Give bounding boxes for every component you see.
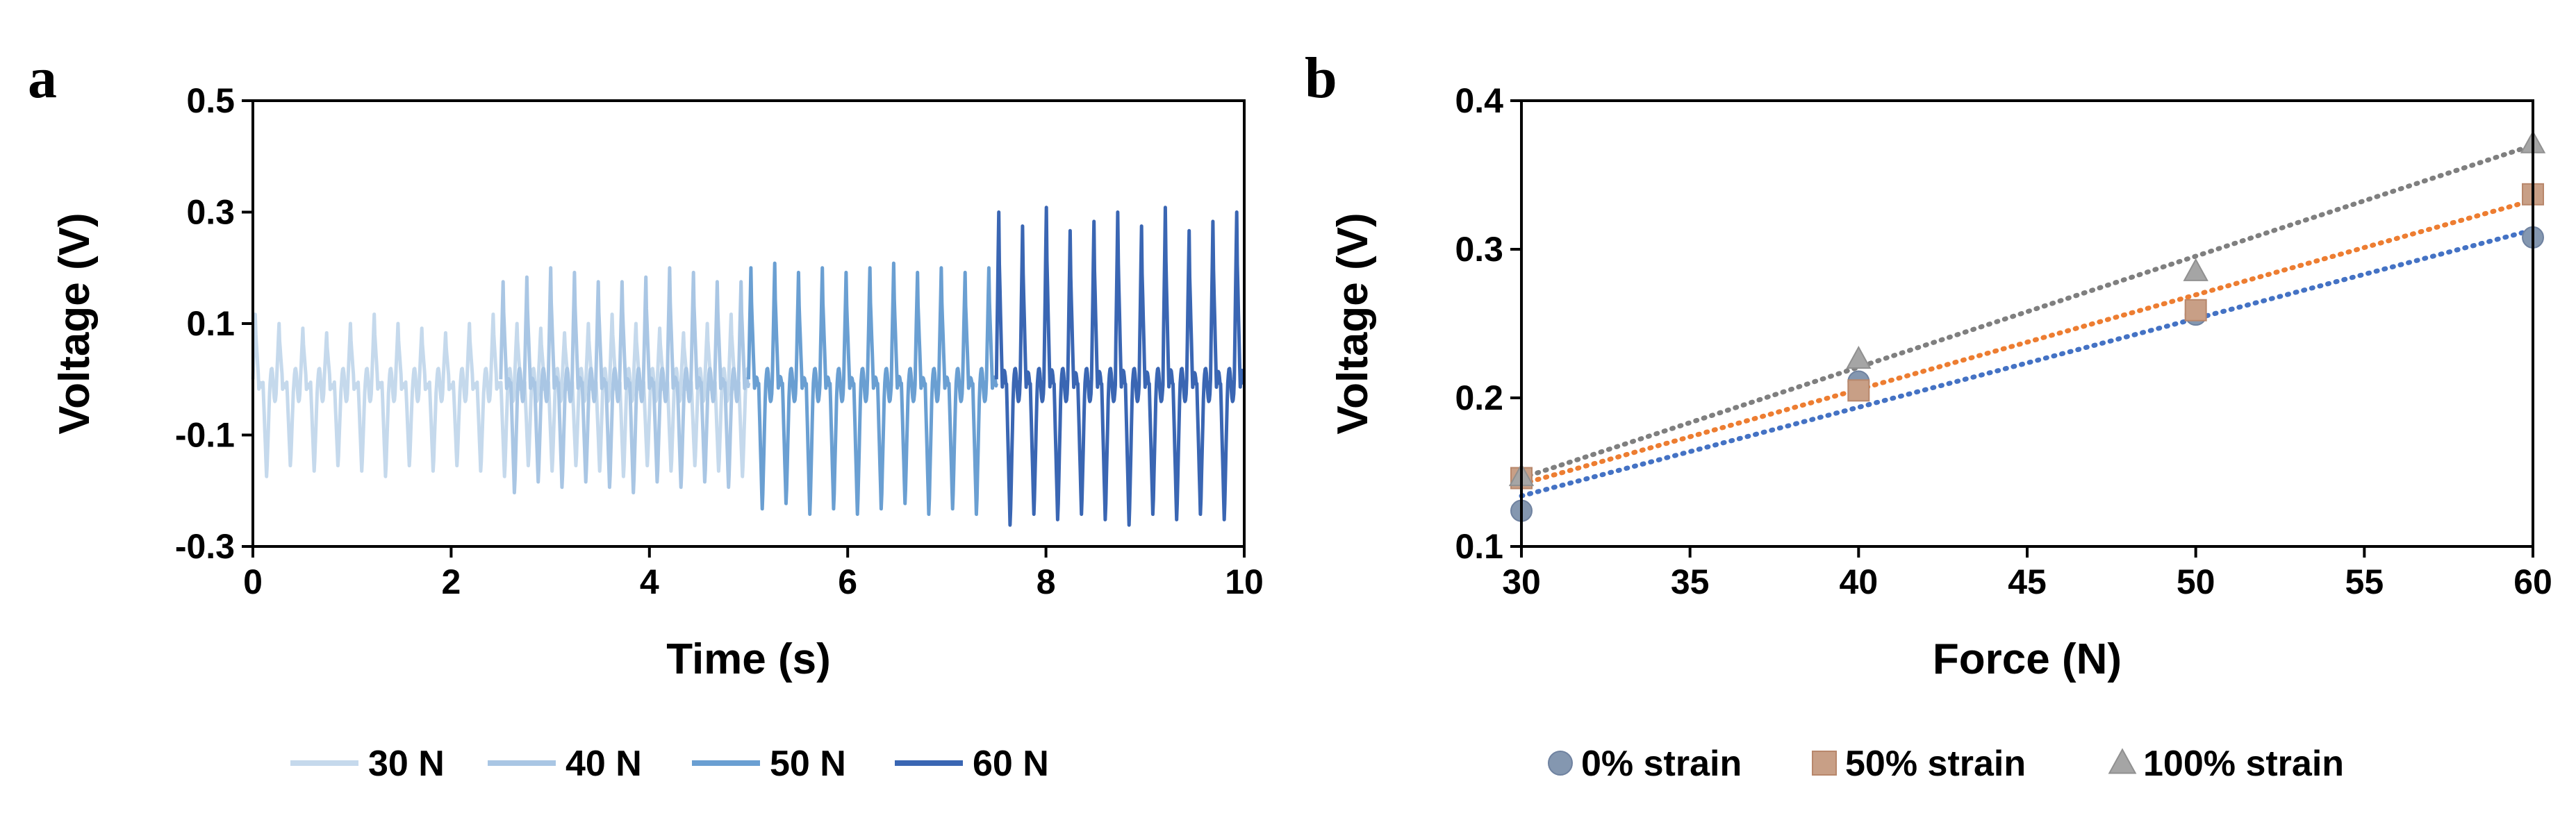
panel-b-letter: b (1305, 46, 1337, 110)
panel-b-x-axis-title: Force (N) (1933, 635, 2122, 683)
y-tick-label: 0.3 (186, 193, 235, 232)
legend-item-30-n: 30 N (290, 744, 445, 784)
legend-marker (2108, 748, 2137, 774)
trendline-100pct-strain (1519, 142, 2536, 481)
legend-label: 50 N (770, 744, 846, 784)
y-tick-label: 0.1 (1455, 527, 1503, 566)
legend-marker (1548, 751, 1573, 776)
series-line-60-n (994, 206, 1246, 527)
legend-item-100pct-strain: 100% strain (2108, 744, 2344, 784)
legend-label: 100% strain (2143, 744, 2344, 784)
panel-a-letter: a (28, 46, 57, 110)
x-tick-label: 4 (640, 562, 659, 601)
y-tick-label: 0.3 (1455, 230, 1503, 269)
y-tick-label: 0.2 (1455, 378, 1503, 417)
panel-b: b 30 35 40 45 50 55 60 0.1 0.2 0.3 0.4 Force (N) V… (1305, 46, 2552, 784)
y-tick-label: 0.4 (1455, 81, 1503, 120)
x-tick-label: 40 (1840, 562, 1879, 601)
legend-item-60-n: 60 N (895, 744, 1049, 784)
series-line-40-n (499, 266, 751, 494)
trendline-50pct-strain (1519, 197, 2536, 487)
legend-marker (1812, 751, 1837, 776)
trendline-0pct-strain (1519, 227, 2536, 499)
panel-a-x-axis-title: Time (s) (666, 635, 831, 683)
y-tick-label: -0.3 (175, 527, 235, 566)
x-tick-label: 10 (1225, 562, 1264, 601)
panel-b-ticks: 30 35 40 45 50 55 60 0.1 0.2 0.3 0.4 (1455, 81, 2552, 601)
panel-a-ticks: 0 2 4 6 8 10 -0.3 -0.1 0.1 0.3 0.5 (175, 81, 1264, 601)
panel-a-legend: 30 N 40 N 50 N 60 N (290, 744, 1049, 784)
panel-a-data (251, 206, 1246, 527)
x-tick-label: 0 (243, 562, 263, 601)
legend-label: 30 N (368, 744, 445, 784)
panel-b-plot-frame (1520, 99, 2534, 548)
data-point-50pct-strain (2184, 299, 2207, 321)
panel-a-y-axis-title: Voltage (V) (51, 212, 99, 434)
x-tick-label: 8 (1037, 562, 1056, 601)
x-tick-label: 6 (838, 562, 857, 601)
legend-item-50pct-strain: 50% strain (1812, 744, 2026, 784)
y-tick-label: 0.1 (186, 304, 235, 343)
panel-a: a 0 2 4 6 8 10 -0.3 -0.1 0.1 0.3 0.5 Time (s) Volt… (28, 46, 1264, 784)
legend-item-50-n: 50 N (692, 744, 846, 784)
x-tick-label: 45 (2008, 562, 2047, 601)
legend-label: 50% strain (1845, 744, 2026, 784)
legend-label: 60 N (973, 744, 1049, 784)
panel-b-data (1508, 130, 2546, 522)
legend-item-40-n: 40 N (488, 744, 642, 784)
y-tick-label: -0.1 (175, 416, 235, 455)
legend-item-0pct-strain: 0% strain (1548, 744, 1742, 784)
legend-label: 40 N (565, 744, 642, 784)
y-tick-label: 0.5 (186, 81, 235, 120)
data-point-100pct-strain (1846, 346, 1872, 369)
x-tick-label: 50 (2177, 562, 2215, 601)
series-line-50-n (747, 261, 998, 517)
x-tick-label: 55 (2345, 562, 2384, 601)
x-tick-label: 2 (441, 562, 461, 601)
panel-b-y-axis-title: Voltage (V) (1329, 212, 1377, 434)
panel-b-legend: 0% strain 50% strain 100% strain (1548, 744, 2344, 784)
data-point-50pct-strain (1847, 379, 1870, 402)
data-point-100pct-strain (2183, 258, 2208, 281)
legend-label: 0% strain (1581, 744, 1742, 784)
x-tick-label: 60 (2513, 562, 2552, 601)
x-tick-label: 30 (1502, 562, 1541, 601)
x-tick-label: 35 (1671, 562, 1710, 601)
